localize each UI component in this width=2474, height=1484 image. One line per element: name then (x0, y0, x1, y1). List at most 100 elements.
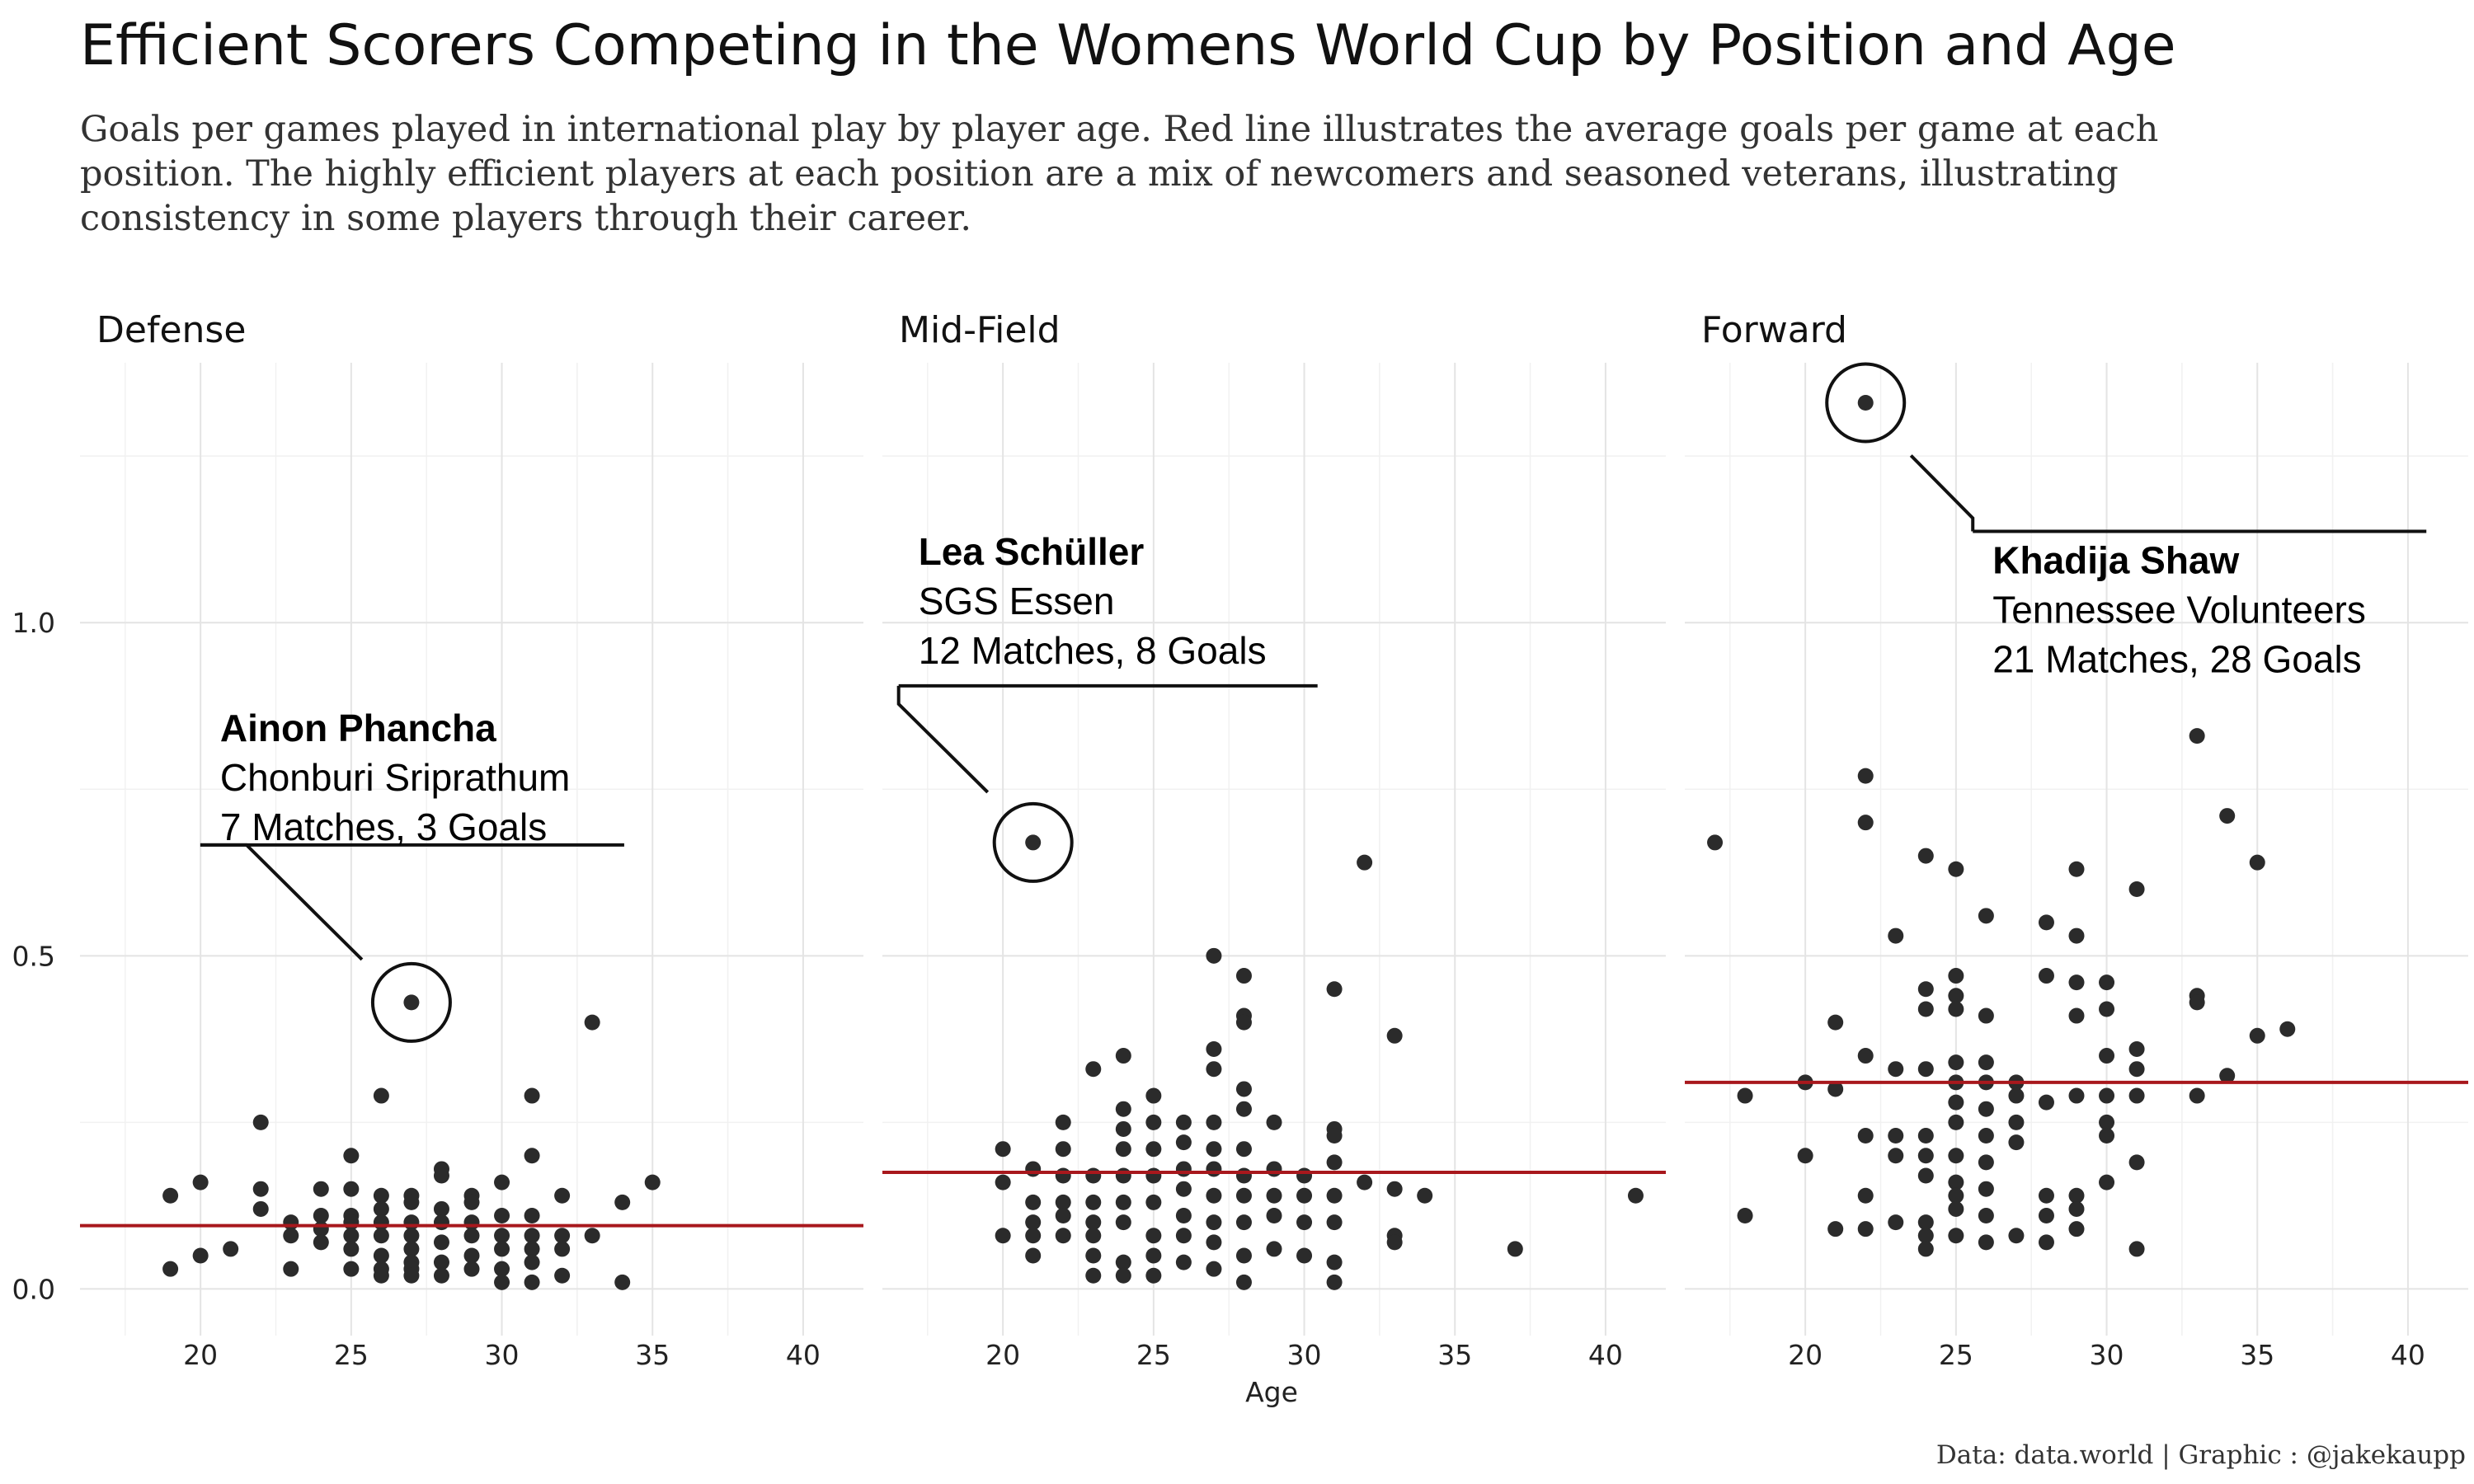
data-point (403, 994, 420, 1011)
data-point (1235, 1141, 1252, 1158)
data-point (1888, 1214, 1904, 1231)
data-point (524, 1241, 540, 1257)
data-point (2219, 808, 2236, 824)
data-point (1235, 1167, 1252, 1184)
data-point (373, 1187, 389, 1204)
data-point (1085, 1247, 1102, 1264)
data-point (1948, 1187, 1964, 1204)
data-point (373, 1267, 389, 1284)
data-point (1948, 988, 1964, 1004)
data-point (1627, 1187, 1644, 1204)
panel-title: Mid-Field (899, 309, 1061, 351)
data-point (2008, 1114, 2025, 1130)
data-point (494, 1241, 510, 1257)
data-point (995, 1174, 1011, 1190)
data-point (584, 1228, 600, 1244)
data-point (2008, 1228, 2025, 1244)
data-point (1055, 1141, 1071, 1158)
data-point (1175, 1181, 1192, 1197)
data-point (494, 1261, 510, 1277)
data-point (1917, 1128, 1934, 1144)
data-point (1085, 1061, 1102, 1078)
data-point (1145, 1114, 1162, 1130)
data-point (1326, 1254, 1343, 1270)
data-point (1115, 1141, 1131, 1158)
data-point (554, 1187, 571, 1204)
y-tick-label: 1.0 (12, 607, 55, 639)
data-point (1357, 854, 1373, 871)
facet-panels: Defense 20 25 30 35 40 Ainon Phancha Chonburi S… (12, 309, 2468, 1371)
data-point (1115, 1167, 1131, 1184)
data-point (1326, 1128, 1343, 1144)
panel-title: Forward (1701, 309, 1847, 351)
data-point (1857, 1221, 1874, 1237)
data-point (2128, 1061, 2145, 1078)
data-point (554, 1267, 571, 1284)
annotation-stats: 12 Matches, 8 Goals (919, 629, 1267, 672)
data-point (2008, 1134, 2025, 1151)
x-tick-label: 40 (1588, 1339, 1623, 1371)
data-point (1978, 1181, 1994, 1197)
data-point (2249, 854, 2265, 871)
data-point (1917, 1167, 1934, 1184)
x-tick-label: 20 (183, 1339, 218, 1371)
data-point (1888, 928, 1904, 944)
y-tick-label: 0.5 (12, 940, 55, 972)
data-point (403, 1214, 420, 1231)
data-point (1917, 1228, 1934, 1244)
data-point (1206, 1261, 1222, 1277)
data-point (1206, 1161, 1222, 1177)
x-tick-label: 35 (1437, 1339, 1472, 1371)
data-point (1326, 1187, 1343, 1204)
data-point (1296, 1214, 1313, 1231)
data-point (433, 1167, 449, 1184)
data-point (524, 1254, 540, 1270)
data-point (192, 1247, 209, 1264)
data-point (1386, 1234, 1403, 1251)
data-point (1888, 1061, 1904, 1078)
data-point (1948, 1054, 1964, 1071)
data-point (554, 1241, 571, 1257)
data-point (1145, 1247, 1162, 1264)
data-point (1917, 981, 1934, 998)
data-point (1948, 861, 1964, 877)
data-point (343, 1214, 360, 1231)
data-point (1145, 1167, 1162, 1184)
data-point (1115, 1194, 1131, 1210)
panel-forward: Forward 20 25 30 35 40 Khadija Shaw Tennessee V… (1685, 309, 2468, 1371)
data-point (283, 1261, 299, 1277)
callout-leader (896, 685, 990, 794)
data-point (1948, 1114, 1964, 1130)
data-point (1115, 1101, 1131, 1117)
data-point (373, 1228, 389, 1244)
data-point (1266, 1241, 1282, 1257)
chart-title: Efficient Scorers Competing in the Women… (80, 13, 2176, 78)
callout-leader (1909, 454, 1975, 532)
data-point (1055, 1114, 1071, 1130)
data-point (373, 1247, 389, 1264)
data-point (1235, 1247, 1252, 1264)
data-point (2068, 1221, 2085, 1237)
annotation-club: Chonburi Sriprathum (220, 756, 570, 799)
data-point (1888, 1148, 1904, 1164)
data-point (433, 1267, 449, 1284)
annotation-stats: 7 Matches, 3 Goals (220, 805, 547, 848)
data-point (1917, 1001, 1934, 1017)
data-point (1978, 1234, 1994, 1251)
data-point (1917, 1214, 1934, 1231)
data-point (1326, 1274, 1343, 1290)
data-point (1326, 1154, 1343, 1171)
callout-leader (200, 843, 364, 961)
data-point (1145, 1141, 1162, 1158)
data-point (1175, 1134, 1192, 1151)
chart-caption: Data: data.world | Graphic : @jakekaupp (1936, 1440, 2466, 1470)
data-point (1085, 1214, 1102, 1231)
data-point (584, 1014, 600, 1031)
panel-mid-field: Mid-Field 20 25 30 35 40 Lea Schüller SGS Essen… (882, 309, 1666, 1371)
data-point (1857, 768, 1874, 784)
annotation-player-name: Khadija Shaw (1992, 538, 2239, 581)
data-point (1115, 1048, 1131, 1064)
data-point (2189, 994, 2205, 1011)
data-point (524, 1274, 540, 1290)
data-point (2099, 1128, 2115, 1144)
